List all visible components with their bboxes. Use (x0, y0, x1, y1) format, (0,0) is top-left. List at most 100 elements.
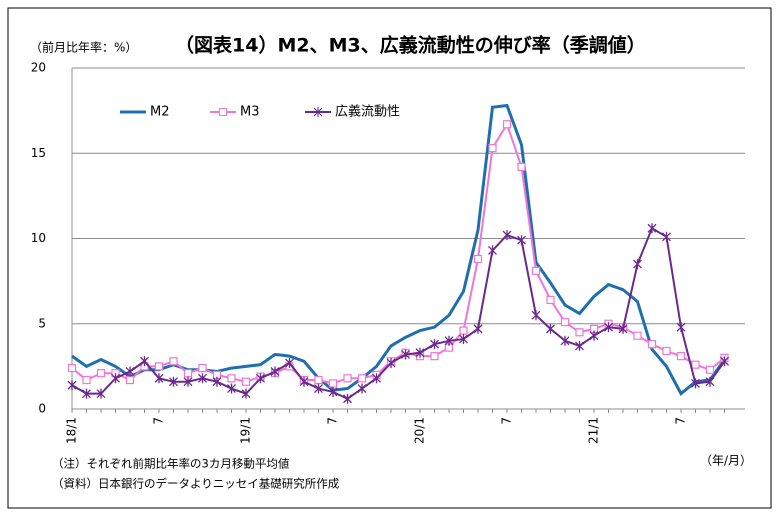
marker (183, 369, 193, 378)
marker (82, 388, 91, 399)
marker (227, 383, 236, 394)
marker (343, 393, 352, 404)
x-tick-label: 18/1 (65, 417, 79, 444)
marker (647, 223, 657, 234)
marker (633, 331, 642, 340)
marker (662, 231, 671, 242)
marker (96, 388, 106, 399)
marker (270, 366, 280, 377)
marker (488, 144, 497, 153)
marker (212, 376, 222, 387)
series-line (71, 121, 726, 385)
marker (676, 322, 686, 333)
marker (299, 376, 309, 387)
marker (633, 259, 642, 270)
x-tick-label: 19/1 (239, 417, 253, 444)
marker (67, 363, 77, 373)
marker (517, 162, 526, 171)
marker (314, 383, 323, 394)
legend-marker (313, 107, 323, 117)
marker (604, 322, 613, 333)
legend-label: 広義流動性 (335, 104, 400, 120)
marker (444, 335, 454, 346)
x-tick-label: 7 (326, 417, 340, 425)
marker (96, 369, 106, 378)
marker (314, 375, 323, 385)
marker (241, 377, 251, 386)
marker (372, 373, 381, 384)
x-tick-label: 7 (500, 417, 514, 425)
note: （資料）日本銀行のデータよりニッセイ基礎研究所作成 (52, 477, 340, 491)
marker (691, 378, 700, 389)
marker (647, 340, 657, 349)
legend-label: M3 (240, 105, 260, 120)
marker (227, 374, 236, 383)
marker (662, 346, 671, 356)
marker (502, 120, 512, 129)
legend-marker (219, 108, 227, 116)
marker (285, 357, 294, 368)
marker (546, 323, 555, 334)
marker (140, 356, 149, 367)
marker (517, 235, 526, 246)
series-line (71, 103, 726, 396)
y-tick-label: 10 (31, 231, 46, 245)
marker (705, 376, 715, 387)
x-axis-label: （年/月） (700, 454, 752, 468)
y-tick-label: 20 (31, 61, 46, 75)
legend-label: M2 (150, 105, 170, 120)
y-tick-label: 15 (31, 146, 46, 160)
note: （注）それぞれ前期比年率の3カ月移動平均値 (52, 457, 290, 471)
marker (546, 295, 555, 304)
marker (82, 375, 91, 385)
marker (676, 352, 686, 361)
marker (705, 365, 715, 374)
marker (560, 335, 570, 346)
marker (531, 266, 541, 275)
marker (198, 363, 207, 373)
series-line (71, 226, 726, 400)
marker (125, 366, 135, 377)
marker (575, 328, 584, 337)
marker (169, 376, 178, 387)
marker (256, 373, 265, 384)
marker (183, 376, 193, 387)
marker (430, 339, 439, 350)
marker (459, 326, 468, 335)
marker (198, 373, 207, 384)
marker (357, 374, 367, 383)
y-axis-label: （前月比年率：%） (30, 40, 137, 55)
marker (560, 317, 570, 327)
x-tick-label: 20/1 (413, 417, 427, 444)
marker (618, 323, 628, 334)
marker (125, 375, 135, 385)
chart-title: （図表14）M2、M3、広義流動性の伸び率（季調値） (175, 34, 646, 57)
x-tick-label: 21/1 (587, 417, 601, 444)
marker (589, 330, 599, 341)
marker (502, 230, 512, 241)
marker (154, 373, 164, 384)
x-tick-label: 7 (674, 417, 688, 425)
y-tick-label: 5 (38, 316, 46, 330)
marker (328, 386, 338, 397)
marker (575, 340, 584, 351)
marker (488, 245, 497, 256)
marker (401, 349, 410, 360)
marker (386, 357, 396, 368)
y-tick-label: 0 (38, 402, 46, 416)
marker (459, 334, 468, 345)
marker (154, 362, 164, 371)
x-tick-label: 7 (152, 417, 166, 425)
marker (415, 347, 425, 358)
marker (169, 357, 178, 366)
frame (7, 7, 772, 509)
marker (720, 356, 729, 367)
marker (241, 388, 251, 399)
marker (531, 310, 541, 321)
marker (473, 323, 483, 334)
marker (691, 360, 700, 369)
marker (357, 383, 367, 394)
marker (328, 379, 338, 388)
marker (111, 373, 120, 384)
